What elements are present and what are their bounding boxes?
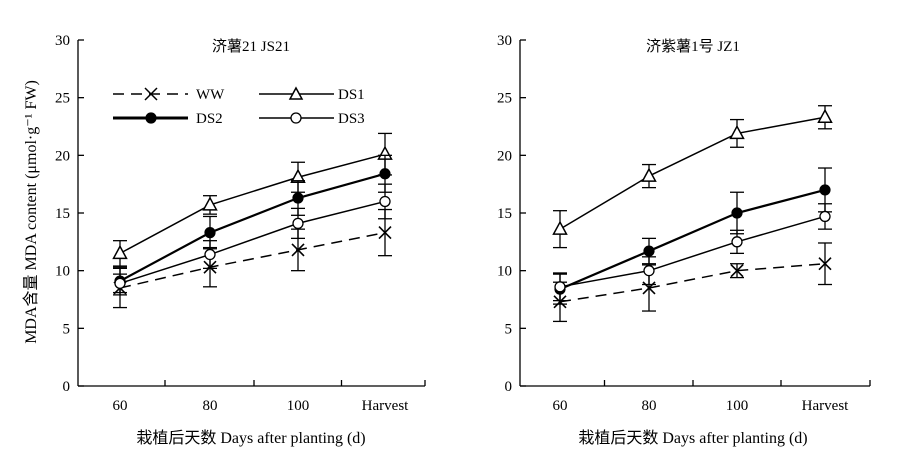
x-tick-label: 80 xyxy=(203,398,218,414)
point-ds2 xyxy=(731,207,743,219)
legend-marker-triangle xyxy=(288,86,304,100)
legend-item-ww: WW xyxy=(113,87,225,103)
y-tick-label: 10 xyxy=(55,264,70,280)
series-line-ww xyxy=(119,231,386,289)
y-tick-label: 0 xyxy=(505,379,513,395)
x-axis-title: 栽植后天数 Days after planting (d) xyxy=(136,429,365,447)
y-tick-label: 0 xyxy=(63,379,71,395)
y-tick-label: 5 xyxy=(505,321,513,337)
x-tick-label: 60 xyxy=(113,398,128,414)
series-line-ds1 xyxy=(559,116,826,230)
point-ds2 xyxy=(379,168,391,180)
panel-title: 济紫薯1号 JZ1 xyxy=(646,38,740,55)
point-ds3 xyxy=(731,236,743,248)
legend-marker-cross xyxy=(144,87,158,101)
legend-label-ds2: DS2 xyxy=(196,111,223,127)
point-ds1 xyxy=(729,124,745,140)
chart-panel-js21: 济薯21 JS21 栽植后天数 Days after planting (d) … xyxy=(55,33,426,447)
y-tick-label: 15 xyxy=(55,206,70,222)
x-tick-label: Harvest xyxy=(802,398,849,414)
legend-marker-circle-open xyxy=(290,112,302,124)
series-line-ds2 xyxy=(119,172,386,283)
point-ds1 xyxy=(641,167,657,182)
point-ds2 xyxy=(204,227,216,239)
y-axis-title: MDA含量 MDA content (μmol·g⁻¹ FW) xyxy=(22,80,40,344)
point-ds1 xyxy=(552,220,568,235)
x-tick-label: 100 xyxy=(287,398,310,414)
legend-item-ds2: DS2 xyxy=(113,111,223,127)
point-ds3 xyxy=(379,195,391,208)
legend-item-ds1: DS1 xyxy=(259,86,365,103)
y-tick-label: 5 xyxy=(63,321,71,337)
y-tick-label: 20 xyxy=(497,148,512,164)
legend-marker-circle-filled xyxy=(145,112,157,124)
y-tick-label: 15 xyxy=(497,206,512,222)
y-tick-label: 20 xyxy=(55,148,70,164)
axes: 0 5 10 15 20 25 30 60 80 100 Harvest xyxy=(497,33,871,414)
series-line-ds1 xyxy=(119,153,386,255)
x-tick-label: 60 xyxy=(553,398,568,414)
x-tick-label: 80 xyxy=(642,398,657,414)
plot-marks xyxy=(112,132,393,309)
y-tick-label: 10 xyxy=(497,264,512,280)
y-tick-label: 25 xyxy=(55,91,70,107)
legend-label-ds1: DS1 xyxy=(338,87,365,103)
y-tick-label: 30 xyxy=(55,33,70,49)
chart-panel-jz1: 济紫薯1号 JZ1 栽植后天数 Days after planting (d) … xyxy=(497,33,871,447)
x-tick-label: Harvest xyxy=(362,398,409,414)
legend-label-ww: WW xyxy=(196,87,225,103)
point-ds3 xyxy=(292,217,304,230)
series-line-ds3 xyxy=(559,215,826,288)
y-tick-label: 25 xyxy=(497,91,512,107)
point-ww xyxy=(818,257,832,271)
point-ds3 xyxy=(554,281,566,293)
series-line-ds3 xyxy=(119,200,386,285)
point-ww xyxy=(378,226,392,240)
legend: WW DS1 DS2 DS3 xyxy=(113,86,365,127)
plot-marks xyxy=(552,105,833,323)
point-ds2 xyxy=(643,245,655,257)
x-axis-title: 栽植后天数 Days after planting (d) xyxy=(578,429,807,447)
point-ww xyxy=(291,243,305,257)
series-line-ds2 xyxy=(559,188,826,291)
legend-item-ds3: DS3 xyxy=(259,111,365,127)
point-ds3 xyxy=(114,277,126,290)
point-ds3 xyxy=(819,210,831,223)
x-tick-label: 100 xyxy=(726,398,749,414)
axes: 0 5 10 15 20 25 30 60 80 100 Harvest xyxy=(55,33,426,414)
panel-title: 济薯21 JS21 xyxy=(212,38,290,55)
point-ds2 xyxy=(292,192,304,204)
point-ds1 xyxy=(112,244,128,260)
series-line-ww xyxy=(559,262,826,303)
point-ds1 xyxy=(817,108,833,124)
legend-label-ds3: DS3 xyxy=(338,111,365,127)
point-ds3 xyxy=(643,265,655,277)
point-ww xyxy=(730,264,744,278)
y-tick-label: 30 xyxy=(497,33,512,49)
point-ds3 xyxy=(204,248,216,261)
point-ds2 xyxy=(819,184,831,196)
point-ds1 xyxy=(202,196,218,211)
